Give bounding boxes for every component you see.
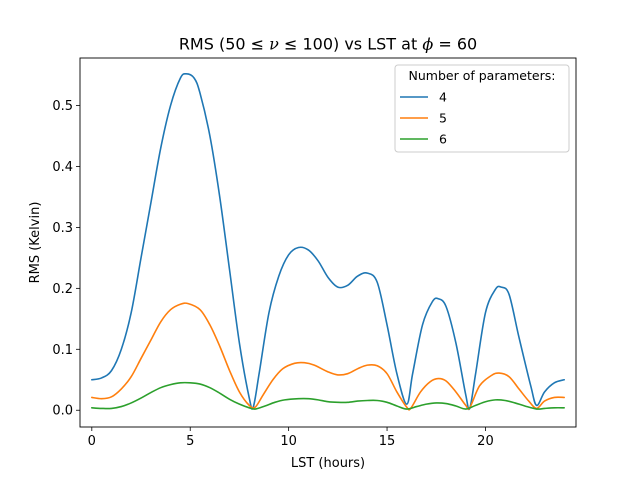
legend-label-4: 4 bbox=[439, 90, 447, 105]
legend-title: Number of parameters: bbox=[409, 68, 556, 83]
legend-label-5: 5 bbox=[439, 111, 447, 126]
y-tick-label: 0.0 bbox=[52, 404, 73, 419]
plot-lines bbox=[91, 72, 565, 411]
title-phi-symbol: ϕ bbox=[422, 35, 433, 54]
y-tick-label: 0.1 bbox=[52, 343, 73, 358]
title-suffix: = 60 bbox=[433, 35, 477, 54]
series-line-6 bbox=[91, 381, 565, 410]
series-line-4 bbox=[91, 72, 565, 411]
title-prefix: RMS (50 ≤ bbox=[179, 35, 269, 54]
chart-title: RMS (50 ≤ ν ≤ 100) vs LST at ϕ = 60 bbox=[179, 35, 477, 54]
y-tick-label: 0.5 bbox=[52, 99, 73, 114]
y-tick-label: 0.2 bbox=[52, 282, 73, 297]
title-middle: ≤ 100) vs LST at bbox=[279, 35, 422, 54]
y-tick-label: 0.4 bbox=[52, 160, 73, 175]
y-axis-ticks: 0.0 0.1 0.2 0.3 0.4 0.5 bbox=[52, 99, 80, 419]
series-line-5 bbox=[91, 302, 565, 411]
legend-label-6: 6 bbox=[439, 132, 447, 147]
x-tick-label: 15 bbox=[379, 434, 396, 449]
legend-box bbox=[394, 64, 570, 153]
title-nu-symbol: ν bbox=[269, 35, 279, 54]
x-tick-label: 0 bbox=[88, 434, 96, 449]
x-axis-ticks: 0 5 10 15 20 bbox=[88, 427, 494, 449]
legend: Number of parameters: 4 5 6 bbox=[394, 64, 570, 153]
x-tick-label: 10 bbox=[280, 434, 297, 449]
x-tick-label: 20 bbox=[477, 434, 494, 449]
plot-frame bbox=[79, 57, 577, 428]
y-axis-label: RMS (Kelvin) bbox=[28, 202, 43, 284]
y-tick-label: 0.3 bbox=[52, 221, 73, 236]
x-axis-label: LST (hours) bbox=[291, 456, 365, 471]
legend-items: 4 5 6 bbox=[400, 90, 447, 147]
x-tick-label: 5 bbox=[186, 434, 194, 449]
